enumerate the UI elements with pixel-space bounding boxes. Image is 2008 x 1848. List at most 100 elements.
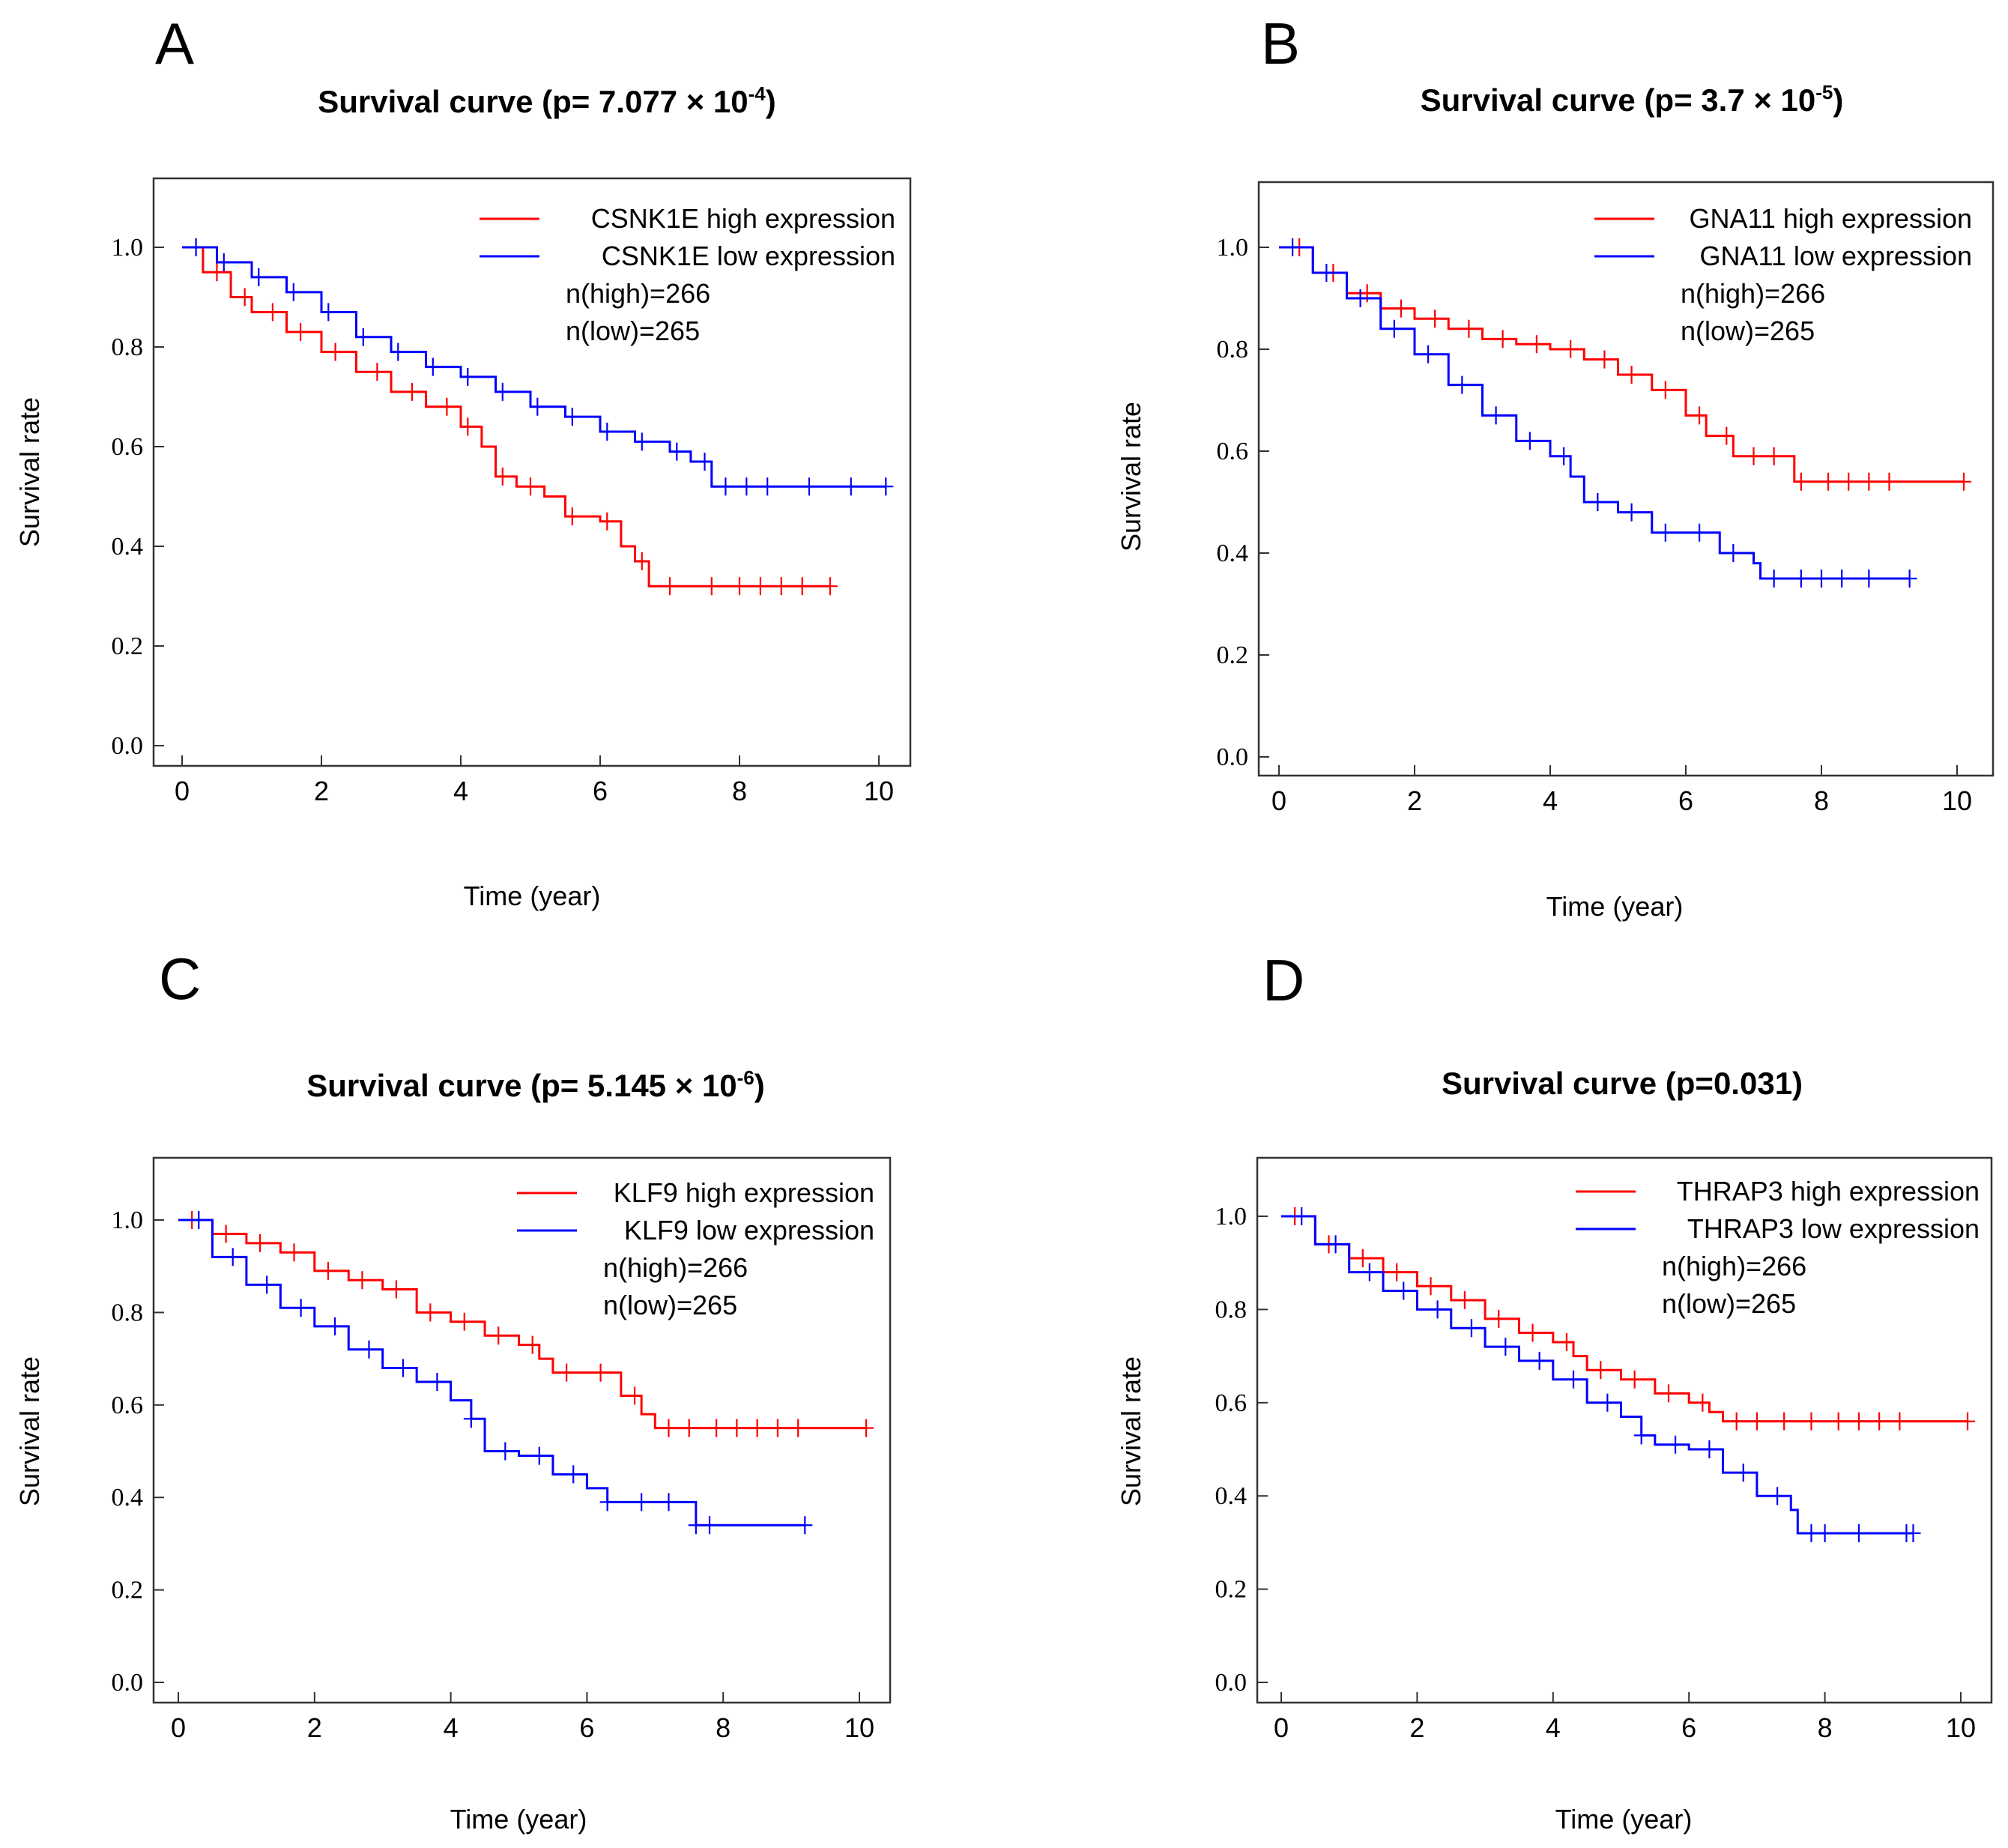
censor-mark xyxy=(524,1335,540,1354)
censor-mark xyxy=(191,1211,207,1229)
censor-mark xyxy=(794,577,810,596)
censor-mark xyxy=(1692,406,1708,425)
y-tick-label: 1.0 xyxy=(1217,234,1249,262)
y-tick-label: 0.6 xyxy=(1215,1389,1248,1417)
y-tick-label: 0.8 xyxy=(112,1299,144,1326)
censor-mark xyxy=(1793,472,1809,491)
censor-mark xyxy=(1729,1412,1744,1431)
chart-title: Survival curve (p= 5.145 × 10-6) xyxy=(306,1066,765,1103)
panel-letter: D xyxy=(1262,947,1304,1013)
censor-mark xyxy=(718,477,734,496)
censor-mark xyxy=(531,1446,547,1465)
censor-mark xyxy=(634,432,650,451)
y-tick-label: 0.4 xyxy=(1217,540,1249,567)
n-low-label: n(low)=265 xyxy=(603,1290,737,1320)
x-tick-label: 6 xyxy=(579,1712,594,1743)
censor-mark xyxy=(1563,340,1579,358)
censor-mark xyxy=(369,363,385,381)
n-high-label: n(high)=266 xyxy=(1681,278,1825,309)
legend-entry: THRAP3 low expression xyxy=(1687,1213,1980,1244)
x-axis-label: Time (year) xyxy=(464,881,601,911)
censor-mark xyxy=(729,1419,745,1437)
survival-curve-line xyxy=(178,1219,867,1430)
censor-mark xyxy=(599,512,615,531)
censor-mark xyxy=(1657,381,1673,399)
censor-mark xyxy=(702,1516,718,1535)
censor-mark xyxy=(599,1493,615,1512)
y-tick-label: 0.8 xyxy=(112,333,144,361)
series-low xyxy=(1281,1207,1921,1542)
censor-mark xyxy=(388,1280,404,1299)
censor-mark xyxy=(425,357,441,376)
censor-mark xyxy=(797,1516,813,1535)
censor-mark xyxy=(1841,472,1857,491)
censor-mark xyxy=(662,577,677,596)
censor-mark xyxy=(1355,1248,1370,1267)
x-tick-label: 6 xyxy=(1678,785,1693,816)
censor-mark xyxy=(704,577,719,596)
censor-mark xyxy=(259,1275,275,1294)
censor-mark xyxy=(1735,1464,1751,1482)
chart-title-exponent: -6 xyxy=(737,1066,754,1089)
chart-title-main: Survival curve (p=0.031) xyxy=(1442,1066,1803,1101)
censor-mark xyxy=(1285,238,1301,256)
censor-mark xyxy=(1633,1426,1649,1445)
censor-mark xyxy=(1803,1524,1819,1542)
series-low xyxy=(182,238,894,496)
censor-mark xyxy=(216,253,232,271)
censor-mark xyxy=(1525,1323,1540,1342)
y-tick-label: 0.0 xyxy=(1215,1669,1248,1697)
x-tick-label: 4 xyxy=(453,776,468,806)
n-low-label: n(low)=265 xyxy=(1681,315,1815,346)
censor-mark xyxy=(237,288,252,307)
x-tick-label: 0 xyxy=(1271,785,1286,816)
survival-curve-line xyxy=(1281,1215,1914,1535)
legend-entry: KLF9 high expression xyxy=(614,1177,874,1208)
censor-mark xyxy=(739,477,754,496)
censor-mark xyxy=(1719,426,1735,445)
censor-mark xyxy=(859,1419,874,1437)
censor-mark xyxy=(1457,1290,1472,1309)
censor-mark xyxy=(1627,1370,1642,1389)
chart-title-exponent: -5 xyxy=(1815,81,1833,103)
censor-mark xyxy=(225,1248,241,1266)
censor-mark xyxy=(460,367,476,386)
legend: CSNK1E high expression CSNK1E low express… xyxy=(480,203,895,346)
censor-mark xyxy=(1861,570,1877,588)
censor-mark xyxy=(661,1419,677,1437)
censor-mark xyxy=(634,1493,650,1512)
censor-mark xyxy=(1814,570,1829,588)
y-tick-label: 0.0 xyxy=(112,1669,144,1697)
censor-mark xyxy=(1861,472,1877,491)
x-tick-label: 10 xyxy=(1942,785,1972,816)
y-tick-label: 0.4 xyxy=(112,533,144,561)
censor-mark xyxy=(1821,472,1836,491)
censor-mark xyxy=(361,1340,377,1359)
censor-mark xyxy=(564,507,580,526)
censor-mark xyxy=(1766,570,1782,588)
survival-curve-line xyxy=(182,246,830,588)
censor-mark xyxy=(1624,366,1639,384)
legend-entry: CSNK1E high expression xyxy=(591,203,895,234)
censor-mark xyxy=(1386,319,1402,338)
x-tick-label: 4 xyxy=(444,1712,459,1743)
censor-mark xyxy=(1593,1361,1609,1380)
censor-mark xyxy=(423,1303,438,1322)
censor-mark xyxy=(1421,345,1436,363)
censor-mark xyxy=(188,238,204,256)
x-tick-label: 2 xyxy=(1407,785,1422,816)
censor-mark xyxy=(286,1243,302,1262)
censor-mark xyxy=(1319,264,1334,282)
censor-mark xyxy=(1461,319,1477,338)
censor-mark xyxy=(1726,544,1741,562)
censor-mark xyxy=(1872,1412,1887,1431)
censor-mark xyxy=(1692,523,1708,542)
censor-mark xyxy=(1498,1338,1513,1356)
censor-mark xyxy=(218,1225,234,1243)
x-axis-label: Time (year) xyxy=(1555,1804,1693,1835)
censor-mark xyxy=(749,1419,765,1437)
x-axis-label: Time (year) xyxy=(450,1804,587,1835)
censor-mark xyxy=(1766,447,1782,465)
censor-mark xyxy=(523,477,538,496)
panel-letter: A xyxy=(155,10,194,76)
